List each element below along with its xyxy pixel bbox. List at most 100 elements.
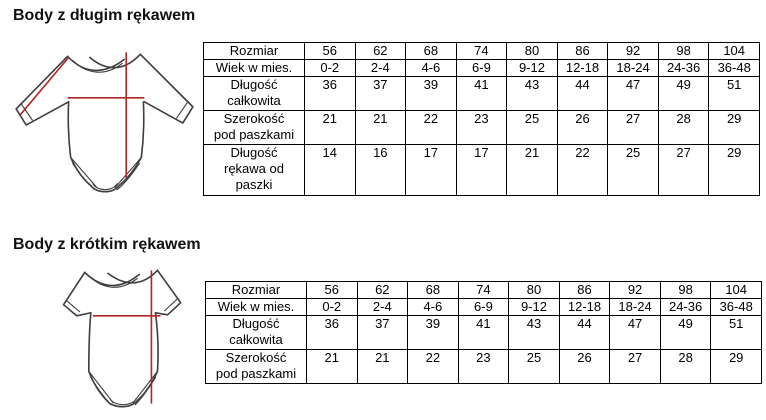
long-sleeve-bodysuit-illustration xyxy=(4,44,206,196)
size-value-cell: 17 xyxy=(405,144,457,196)
size-value-cell: 24-36 xyxy=(659,298,712,316)
size-value-cell: 37 xyxy=(354,76,407,111)
size-value-cell: 22 xyxy=(407,349,459,384)
size-value-cell: 49 xyxy=(657,76,710,111)
size-value-cell: 36-48 xyxy=(708,59,760,77)
table-row: Długość rękawa od paszki 14 16 17 17 21 22 25 27… xyxy=(203,144,760,196)
size-value-cell: 27 xyxy=(657,144,710,196)
size-value-cell: 74 xyxy=(457,281,510,299)
size-value-cell: 21 xyxy=(304,110,356,145)
size-value-cell: 44 xyxy=(558,315,611,350)
size-value-cell: 36 xyxy=(306,315,358,350)
size-value-cell: 104 xyxy=(710,281,762,299)
size-value-cell: 68 xyxy=(405,42,457,60)
size-value-cell: 4-6 xyxy=(405,59,457,77)
row-label: Rozmiar xyxy=(205,281,307,299)
size-value-cell: 2-4 xyxy=(354,59,407,77)
size-value-cell: 28 xyxy=(659,349,712,384)
size-value-cell: 36-48 xyxy=(710,298,762,316)
size-value-cell: 43 xyxy=(508,315,560,350)
size-value-cell: 62 xyxy=(356,281,409,299)
row-label: Wiek w mies. xyxy=(205,298,307,316)
long-sleeve-bodysuit-icon xyxy=(15,52,194,193)
short-sleeve-size-table: Rozmiar 56 62 68 74 80 86 92 98 104 Wiek w mies. 0-… xyxy=(205,281,762,384)
table-row: Wiek w mies. 0-2 2-4 4-6 6-9 9-12 12-18 18-24 24… xyxy=(203,59,760,77)
size-value-cell: 21 xyxy=(356,349,409,384)
size-value-cell: 12-18 xyxy=(558,298,611,316)
size-value-cell: 14 xyxy=(304,144,356,196)
size-value-cell: 56 xyxy=(306,281,358,299)
size-value-cell: 23 xyxy=(457,349,510,384)
size-value-cell: 27 xyxy=(607,110,659,145)
size-value-cell: 56 xyxy=(304,42,356,60)
size-value-cell: 9-12 xyxy=(508,298,560,316)
size-value-cell: 29 xyxy=(710,349,762,384)
size-value-cell: 51 xyxy=(708,76,760,111)
size-value-cell: 9-12 xyxy=(506,59,558,77)
table-row: Długość całkowita 36 37 39 41 43 44 47 49 51 xyxy=(203,76,760,111)
table-row: Wiek w mies. 0-2 2-4 4-6 6-9 9-12 12-18 18-24 24… xyxy=(205,298,762,316)
size-value-cell: 92 xyxy=(607,42,659,60)
row-label: Długość całkowita xyxy=(203,76,305,111)
table-row: Szerokość pod paszkami 21 21 22 23 25 26 27 28 29 xyxy=(205,349,762,384)
size-value-cell: 43 xyxy=(506,76,558,111)
row-label: Wiek w mies. xyxy=(203,59,305,77)
size-value-cell: 24-36 xyxy=(657,59,710,77)
row-label: Długość rękawa od paszki xyxy=(203,144,305,196)
table-row: Rozmiar 56 62 68 74 80 86 92 98 104 xyxy=(203,42,760,60)
size-value-cell: 25 xyxy=(506,110,558,145)
size-value-cell: 25 xyxy=(607,144,659,196)
size-value-cell: 21 xyxy=(354,110,407,145)
table-row: Długość całkowita 36 37 39 41 43 44 47 49 51 xyxy=(205,315,762,350)
short-sleeve-bodysuit-icon xyxy=(62,269,182,408)
size-value-cell: 28 xyxy=(657,110,710,145)
size-value-cell: 22 xyxy=(405,110,457,145)
size-value-cell: 86 xyxy=(558,281,611,299)
size-value-cell: 47 xyxy=(607,76,659,111)
size-value-cell: 39 xyxy=(405,76,457,111)
size-value-cell: 18-24 xyxy=(607,59,659,77)
size-value-cell: 86 xyxy=(556,42,609,60)
size-value-cell: 62 xyxy=(354,42,407,60)
size-value-cell: 12-18 xyxy=(556,59,609,77)
size-value-cell: 23 xyxy=(455,110,508,145)
short-sleeve-bodysuit-illustration xyxy=(8,260,210,412)
size-value-cell: 6-9 xyxy=(455,59,508,77)
size-value-cell: 4-6 xyxy=(407,298,459,316)
size-value-cell: 80 xyxy=(508,281,560,299)
size-value-cell: 21 xyxy=(306,349,358,384)
size-value-cell: 74 xyxy=(455,42,508,60)
size-value-cell: 27 xyxy=(609,349,661,384)
size-value-cell: 0-2 xyxy=(306,298,358,316)
size-value-cell: 98 xyxy=(657,42,710,60)
row-label: Szerokość pod paszkami xyxy=(203,110,305,145)
size-value-cell: 44 xyxy=(556,76,609,111)
size-value-cell: 47 xyxy=(609,315,661,350)
section-title-short-sleeve: Body z krótkim rękawem xyxy=(13,236,201,253)
table-row: Rozmiar 56 62 68 74 80 86 92 98 104 xyxy=(205,281,762,299)
size-value-cell: 29 xyxy=(708,144,760,196)
size-value-cell: 21 xyxy=(506,144,558,196)
size-value-cell: 92 xyxy=(609,281,661,299)
size-value-cell: 29 xyxy=(708,110,760,145)
size-value-cell: 6-9 xyxy=(457,298,510,316)
long-sleeve-size-table: Rozmiar 56 62 68 74 80 86 92 98 104 Wiek w mies. 0-… xyxy=(203,42,760,196)
size-value-cell: 16 xyxy=(354,144,407,196)
size-value-cell: 41 xyxy=(457,315,510,350)
size-value-cell: 37 xyxy=(356,315,409,350)
size-value-cell: 80 xyxy=(506,42,558,60)
size-value-cell: 26 xyxy=(556,110,609,145)
row-label: Długość całkowita xyxy=(205,315,307,350)
size-value-cell: 22 xyxy=(556,144,609,196)
size-value-cell: 2-4 xyxy=(356,298,409,316)
table-row: Szerokość pod paszkami 21 21 22 23 25 26 27 28 29 xyxy=(203,110,760,145)
size-value-cell: 49 xyxy=(659,315,712,350)
size-value-cell: 51 xyxy=(710,315,762,350)
row-label: Szerokość pod paszkami xyxy=(205,349,307,384)
size-value-cell: 41 xyxy=(455,76,508,111)
size-value-cell: 17 xyxy=(455,144,508,196)
size-value-cell: 98 xyxy=(659,281,712,299)
row-label: Rozmiar xyxy=(203,42,305,60)
size-value-cell: 104 xyxy=(708,42,760,60)
